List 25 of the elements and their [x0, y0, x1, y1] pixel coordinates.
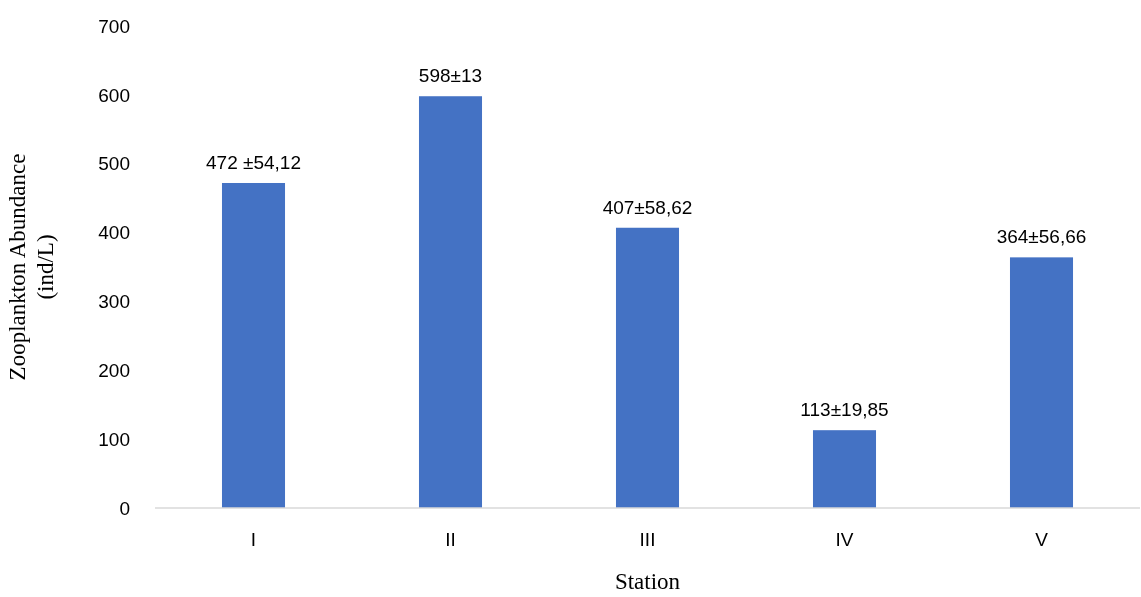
x-tick-label: V — [1035, 529, 1049, 550]
y-tick-label: 700 — [98, 15, 130, 37]
bar — [615, 227, 680, 508]
bar — [812, 430, 877, 508]
x-tick-label: II — [445, 529, 456, 550]
x-tick-label: IV — [835, 529, 854, 550]
data-label: 407±58,62 — [602, 196, 693, 218]
bar — [418, 96, 483, 508]
data-label: 113±19,85 — [800, 399, 889, 421]
x-axis-title: Station — [614, 569, 681, 594]
x-tick-label: I — [250, 529, 257, 550]
data-label: 598±13 — [418, 65, 483, 87]
y-tick-label: 200 — [98, 359, 130, 381]
y-tick-label: 0 — [119, 497, 130, 519]
data-label: 364±56,66 — [996, 226, 1087, 248]
bar — [221, 182, 286, 508]
y-tick-label: 100 — [98, 428, 130, 450]
y-tick-label: 500 — [98, 153, 130, 175]
y-tick-label: 600 — [98, 84, 130, 106]
bar — [1009, 257, 1074, 508]
y-tick-label: 300 — [98, 291, 130, 313]
data-label: 472 ±54,12 — [206, 151, 301, 173]
y-tick-label: 400 — [98, 222, 130, 244]
x-tick-label: III — [639, 529, 656, 550]
y-axis-title: Zooplankton Abundance (ind/L) — [5, 153, 58, 381]
